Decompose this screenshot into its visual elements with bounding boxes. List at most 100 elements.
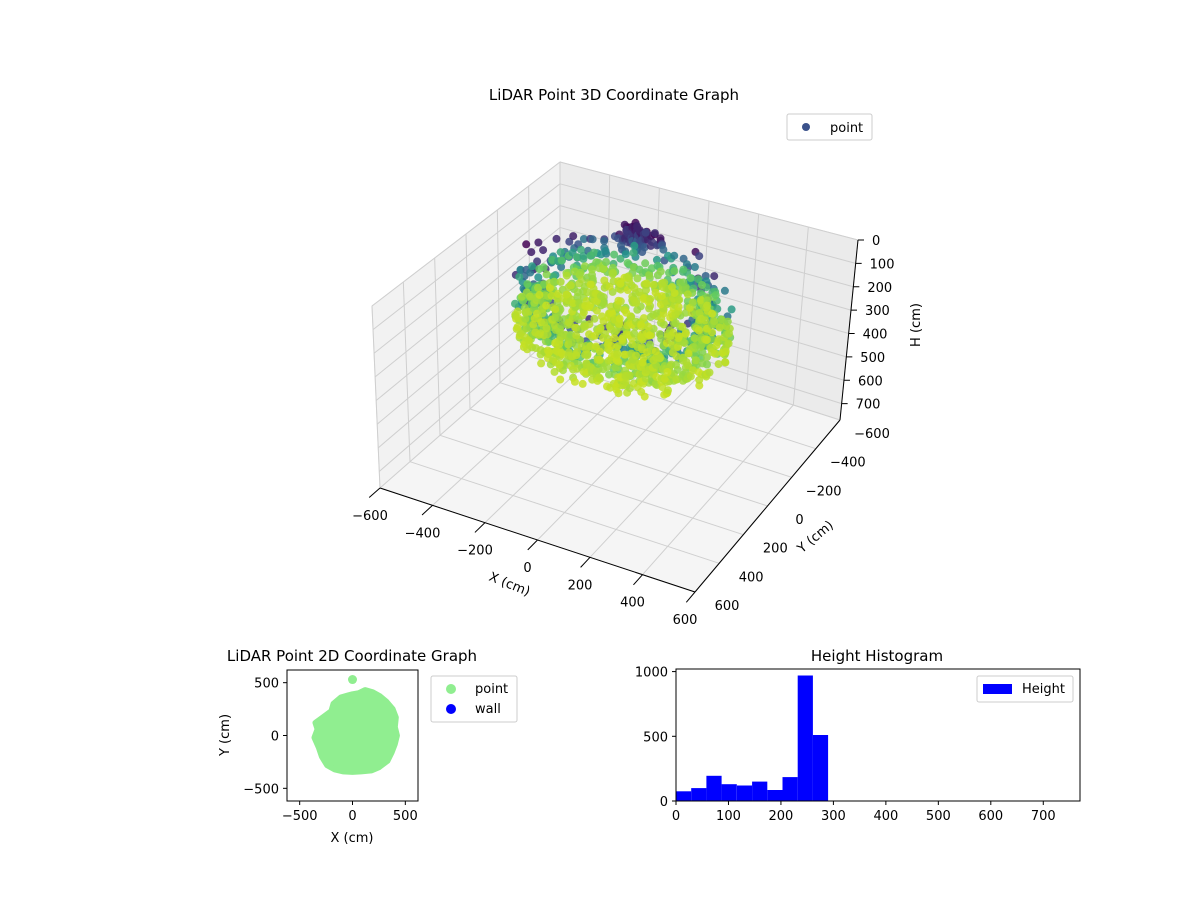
point-3d	[513, 323, 522, 331]
grid-y-floor	[469, 408, 768, 507]
point-3d	[649, 280, 658, 289]
hist-bar	[691, 788, 707, 801]
point-3d	[537, 359, 546, 368]
point-3d	[655, 330, 664, 339]
point-3d	[708, 309, 717, 318]
point-3d	[562, 290, 571, 299]
hist-bar	[767, 790, 783, 801]
chart-2d-legend: point wall	[430, 675, 518, 723]
point-3d	[637, 343, 646, 352]
point-3d	[664, 386, 672, 395]
point-3d	[703, 301, 712, 310]
point-3d	[590, 248, 598, 257]
point-3d	[695, 252, 704, 261]
grid-z-left	[371, 161, 561, 307]
hist-bar	[797, 675, 813, 801]
point-3d	[639, 314, 648, 323]
axis-x-line	[379, 487, 696, 593]
point-3d	[567, 361, 575, 370]
chart-2d: LiDAR Point 2D Coordinate Graph −500 0 500…	[218, 647, 518, 846]
chart-3d-legend: point	[786, 113, 873, 141]
point-3d	[579, 252, 588, 260]
tick-z-label: 500	[860, 351, 885, 366]
point-3d	[579, 235, 588, 243]
tick-x-label: −600	[352, 509, 388, 524]
point-3d	[684, 349, 693, 358]
tick-z-label: 700	[856, 398, 881, 413]
chart-2d-legend-point-marker	[446, 684, 456, 694]
tick-hist-x-label: 0	[672, 809, 680, 824]
point-3d	[556, 248, 565, 257]
point-3d	[539, 263, 548, 272]
grid-z-left	[373, 205, 561, 354]
point-3d	[725, 324, 734, 333]
tick-2d-y-label: −500	[243, 782, 279, 797]
point-3d	[679, 278, 688, 287]
tick-x-mark	[685, 591, 696, 603]
tick-hist-y-label: 0	[660, 795, 668, 810]
point-3d	[723, 317, 732, 326]
grid-y-floor	[499, 382, 792, 478]
point-3d	[703, 360, 711, 369]
tick-y-label: 600	[715, 599, 740, 614]
point-3d	[572, 331, 581, 340]
point-3d	[670, 251, 679, 260]
point-3d	[524, 336, 533, 345]
point-3d	[540, 318, 549, 327]
point-3d	[698, 281, 706, 289]
point-3d	[599, 264, 608, 273]
chart-2d-legend-wall-marker	[446, 704, 456, 714]
point-3d	[652, 255, 661, 264]
point-3d	[651, 347, 660, 356]
point-3d	[675, 295, 684, 304]
point-3d	[674, 302, 683, 311]
point-3d	[590, 314, 599, 323]
point-3d	[545, 284, 554, 293]
tick-hist-x-label: 600	[978, 809, 1003, 824]
tick-hist-y-label: 500	[643, 730, 668, 745]
point-3d	[569, 232, 578, 241]
point-3d	[630, 241, 639, 250]
grid-y-left	[465, 233, 471, 410]
grid-z-back	[559, 226, 852, 311]
point-3d	[642, 279, 651, 288]
point-3d	[621, 250, 630, 259]
point-3d	[711, 349, 720, 358]
point-3d	[646, 331, 654, 339]
point-3d	[555, 360, 564, 369]
point-3d	[671, 319, 680, 327]
point-3d	[679, 265, 688, 274]
grid-z-back	[559, 205, 854, 288]
point-3d	[523, 280, 532, 289]
point-3d	[686, 274, 695, 282]
point-3d	[543, 330, 552, 339]
chart-2d-title: LiDAR Point 2D Coordinate Graph	[227, 647, 477, 665]
point-3d	[609, 269, 618, 277]
hist-bar	[782, 777, 798, 801]
point-3d	[657, 292, 666, 301]
point-3d	[703, 353, 711, 362]
point-3d	[715, 323, 724, 332]
point-3d	[570, 377, 579, 386]
point-3d	[646, 295, 655, 303]
point-3d	[622, 273, 631, 282]
point-3d	[640, 243, 649, 252]
point-3d	[678, 322, 687, 331]
point-3d	[694, 368, 703, 377]
point-3d	[550, 277, 558, 286]
point-3d	[576, 268, 585, 277]
point-3d	[690, 334, 699, 343]
point-3d	[724, 339, 733, 348]
tick-x-mark	[368, 487, 381, 498]
chart-2d-legend-wall-label: wall	[475, 702, 501, 717]
tick-y-label: −200	[806, 484, 842, 499]
point-3d	[601, 247, 610, 255]
tick-x-mark	[474, 522, 486, 533]
point-3d	[708, 328, 716, 337]
grid-y-left	[371, 305, 381, 489]
point-3d	[601, 330, 609, 338]
hist-bar	[676, 791, 692, 801]
point-3d	[622, 308, 631, 317]
point-3d	[556, 277, 565, 286]
point-3d	[682, 358, 691, 367]
